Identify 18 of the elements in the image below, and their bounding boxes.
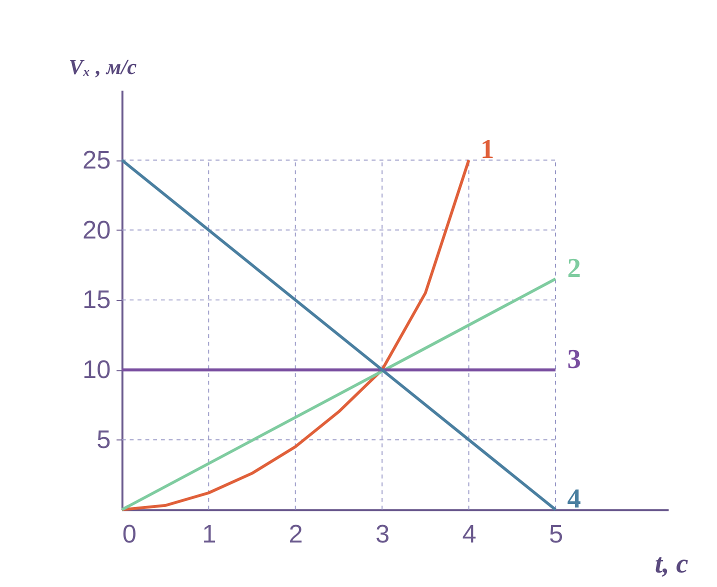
y-tick-label: 10: [82, 356, 111, 384]
x-tick-label: 2: [288, 520, 303, 548]
series-label: 4: [567, 484, 582, 514]
line-series: [120, 158, 470, 512]
x-tick-label: 4: [462, 520, 476, 548]
series-label: 3: [567, 344, 581, 374]
x-tick-label: 5: [548, 520, 564, 548]
x-tick-label: 1: [202, 520, 216, 548]
x-axis-title: t, с: [654, 548, 688, 579]
x-tick-label: 0: [122, 520, 137, 548]
y-axis-title: Vₓ , м/с: [68, 55, 138, 80]
series-label: 1: [480, 134, 494, 164]
y-tick-label: 20: [82, 216, 111, 244]
y-tick-label: 5: [96, 426, 111, 454]
series-label: 2: [567, 253, 581, 284]
y-tick-label: 25: [82, 146, 111, 174]
y-tick-label: 15: [82, 286, 111, 314]
x-tick-label: 3: [376, 520, 390, 548]
